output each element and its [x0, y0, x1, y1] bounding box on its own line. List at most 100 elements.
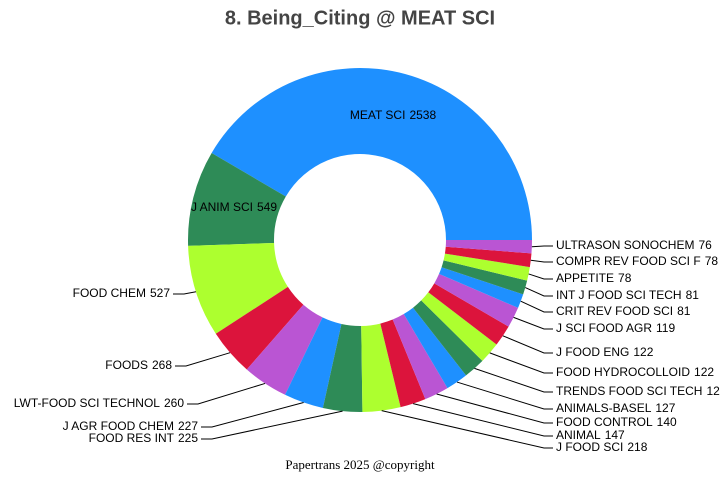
label-name: J SCI FOOD AGR — [556, 321, 652, 335]
segment-label: FOODS 268 — [105, 358, 172, 372]
label-name: FOODS — [105, 358, 148, 372]
label-name: ANIMAL — [556, 428, 601, 442]
donut-segment — [285, 317, 342, 408]
donut-segment — [188, 152, 286, 246]
leader-line — [456, 381, 553, 410]
label-name: APPETITE — [556, 271, 614, 285]
segment-label: ULTRASON SONOCHEM 76 — [556, 238, 712, 252]
label-value: 2538 — [409, 108, 436, 122]
leader-line — [520, 300, 553, 313]
segment-label: J ANIM SCI 549 — [191, 200, 277, 214]
label-value: 76 — [698, 238, 712, 252]
donut-segment — [392, 314, 448, 400]
label-name: MEAT SCI — [350, 108, 406, 122]
label-value: 127 — [655, 401, 675, 415]
leader-line — [513, 316, 553, 330]
segment-label: INT J FOOD SCI TECH 81 — [556, 288, 699, 302]
donut-segment — [413, 300, 483, 376]
segment-label: FOOD CONTROL 140 — [556, 415, 677, 429]
label-value: 81 — [686, 288, 700, 302]
label-name: FOOD RES INT — [89, 431, 175, 445]
label-value: 549 — [257, 200, 277, 214]
leader-line — [413, 403, 553, 437]
leader-line — [528, 273, 553, 280]
donut-segment — [380, 319, 426, 408]
label-name: J FOOD ENG — [556, 345, 629, 359]
segment-label: TRENDS FOOD SCI TECH 124 — [556, 384, 720, 398]
leader-line — [187, 382, 266, 405]
label-value: 218 — [627, 440, 647, 454]
segment-label: FOOD HYDROCOLLOID 122 — [556, 365, 714, 379]
label-value: 122 — [694, 365, 714, 379]
label-value: 124 — [706, 384, 720, 398]
label-name: ULTRASON SONOCHEM — [556, 238, 694, 252]
segment-label: J SCI FOOD AGR 119 — [556, 321, 675, 335]
label-name: ANIMALS-BASEL — [556, 401, 652, 415]
segment-label: COMPR REV FOOD SCI F 78 — [556, 254, 718, 268]
leader-line — [381, 410, 553, 449]
segment-label: CRIT REV FOOD SCI 81 — [556, 304, 691, 318]
label-name: FOOD CHEM — [73, 286, 146, 300]
leader-line — [175, 352, 231, 367]
label-name: J ANIM SCI — [191, 200, 253, 214]
donut-segment — [434, 273, 519, 327]
donut-segment — [439, 267, 524, 308]
leader-line — [436, 393, 553, 424]
donut-segment — [445, 240, 532, 254]
donut-segment — [211, 68, 532, 240]
leader-line — [489, 352, 553, 374]
leader-line — [201, 410, 343, 440]
label-value: 527 — [150, 286, 170, 300]
donut-segment — [421, 292, 497, 361]
label-name: LWT-FOOD SCI TECHNOL — [14, 396, 161, 410]
leader-line — [525, 287, 553, 297]
label-value: 260 — [164, 396, 184, 410]
label-value: 78 — [705, 254, 719, 268]
donut-segment — [215, 286, 304, 370]
donut-segment — [188, 242, 288, 334]
donut-segment — [403, 307, 467, 389]
donut-segment — [428, 283, 509, 345]
chart-title: 8. Being_Citing @ MEAT SCI — [225, 7, 495, 29]
leader-line — [173, 291, 197, 295]
donut-segment — [441, 260, 528, 295]
segment-label: ANIMALS-BASEL 127 — [556, 401, 676, 415]
label-value: 147 — [605, 428, 625, 442]
segment-label: APPETITE 78 — [556, 271, 632, 285]
label-name: COMPR REV FOOD SCI F — [556, 254, 701, 268]
label-value: 140 — [657, 415, 677, 429]
leader-line — [502, 335, 553, 354]
segment-label: LWT-FOOD SCI TECHNOL 260 — [14, 396, 185, 410]
label-name: FOOD HYDROCOLLOID — [556, 365, 690, 379]
segment-label: J FOOD SCI 218 — [556, 440, 648, 454]
label-name: J FOOD SCI — [556, 440, 623, 454]
label-value: 81 — [677, 304, 691, 318]
leader-line — [201, 402, 304, 428]
label-name: CRIT REV FOOD SCI — [556, 304, 673, 318]
segment-label: J AGR FOOD CHEM 227 — [63, 419, 199, 433]
leader-line — [531, 245, 553, 248]
leader-line — [530, 259, 553, 263]
segment-label: FOOD RES INT 225 — [89, 431, 199, 445]
donut-segment — [444, 246, 532, 268]
label-name: FOOD CONTROL — [556, 415, 653, 429]
label-name: TRENDS FOOD SCI TECH — [556, 384, 702, 398]
label-name: INT J FOOD SCI TECH — [556, 288, 682, 302]
donut-segment — [361, 323, 401, 412]
segment-label: J FOOD ENG 122 — [556, 345, 654, 359]
label-name: J AGR FOOD CHEM — [63, 419, 174, 433]
segment-label: FOOD CHEM 527 — [73, 286, 171, 300]
label-value: 268 — [152, 358, 172, 372]
donut-segment — [322, 323, 363, 412]
label-value: 119 — [656, 321, 675, 335]
label-value: 227 — [178, 419, 198, 433]
label-value: 78 — [618, 271, 632, 285]
label-value: 122 — [633, 345, 653, 359]
donut-segment — [443, 253, 530, 281]
footer: Papertrans 2025 @copyright — [285, 457, 435, 472]
donut-segment — [246, 304, 323, 395]
label-value: 225 — [178, 431, 198, 445]
segment-label: MEAT SCI 2538 — [350, 108, 437, 122]
segment-label: ANIMAL 147 — [556, 428, 625, 442]
